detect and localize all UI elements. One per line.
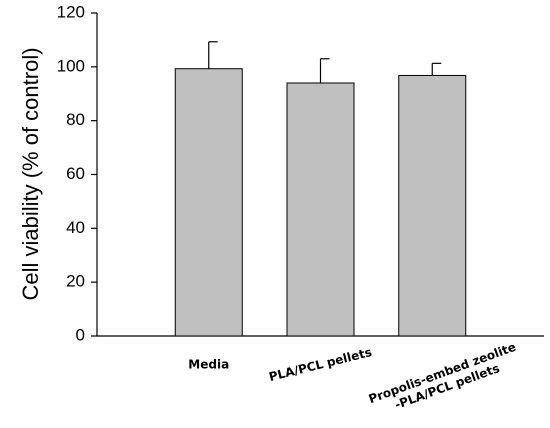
bar (398, 74, 467, 337)
x-tick-label: Propolis-embed zeolite-PLA/PCL pellets (367, 339, 523, 419)
y-tick-label: 40 (66, 218, 85, 237)
bar (286, 82, 355, 337)
y-tick-label: 0 (76, 325, 85, 344)
y-tick-label: 20 (66, 272, 85, 291)
y-tick-label: 120 (57, 2, 85, 21)
y-tick-label: 100 (57, 56, 85, 75)
bar (174, 68, 243, 337)
y-axis-label: Cell viability (% of control) (18, 47, 43, 300)
x-tick-label: Media (188, 358, 229, 372)
x-tick-label: PLA/PCL pellets (267, 345, 373, 384)
y-tick-label: 60 (66, 164, 85, 183)
y-tick-label: 80 (66, 110, 85, 129)
